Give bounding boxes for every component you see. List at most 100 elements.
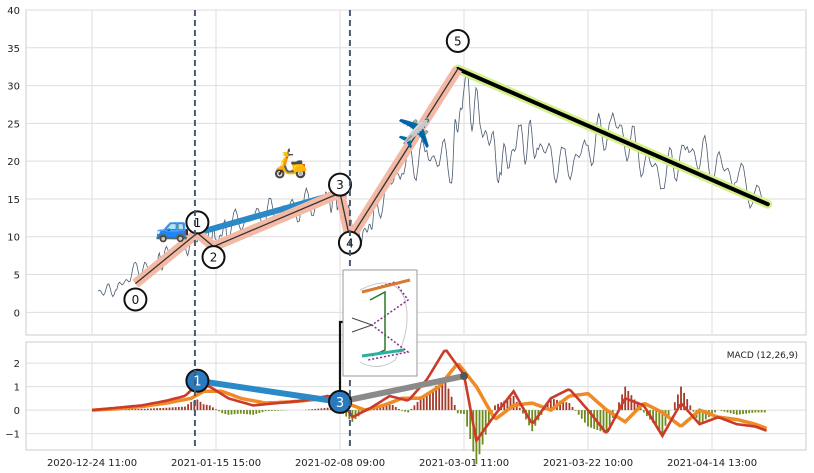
macd-histogram-bar [143,408,146,411]
macd-histogram-bar [503,400,506,411]
inset-connector [338,320,343,392]
macd-histogram-bar [171,407,174,411]
macd-histogram-bar [227,410,230,415]
x-tick-label: 2021-03-01 11:00 [419,458,509,469]
macd-histogram-bar [407,410,410,413]
macd-histogram-bar [432,388,434,411]
macd-histogram-bar [388,403,391,411]
macd-histogram-bar [748,410,751,414]
macd-y-tick-label: −1 [5,430,20,441]
macd-histogram-bar [450,396,453,411]
macd-histogram-bar [345,410,348,417]
price-y-tick-label: 40 [7,6,20,17]
macd-histogram-bar [608,410,611,426]
macd-histogram-bar [453,405,456,411]
macd-histogram-bar [394,406,397,411]
macd-histogram-bar [184,406,186,411]
macd-histogram-bar [686,399,689,411]
macd-panel: −1 0 1 2 2020-12-24 11:00 2021-01-15 15:00 202… [5,341,807,469]
macd-y-tick-label: 1 [14,383,20,394]
macd-histogram-bar [131,408,134,411]
macd-histogram-bar [667,410,670,418]
macd-histogram-bar [478,410,481,455]
macd-histogram-bar [664,410,667,426]
macd-histogram-bar [630,395,633,411]
macd-histogram-bar [689,405,692,411]
macd-histogram-bar [212,407,214,411]
macd-histogram-bar [633,399,636,411]
wave-label-circle [328,172,352,197]
wave-label: 5 [454,34,462,48]
macd-histogram-bar [410,408,413,411]
macd-histogram-bar [642,410,645,413]
macd-histogram-bar [559,400,561,411]
macd-histogram-bar [230,410,233,415]
price-y-tick-label: 20 [7,157,20,168]
macd-histogram-bar [562,401,565,411]
x-tick-label: 2021-04-14 13:00 [667,458,757,469]
macd-pivot-link [194,377,343,405]
macd-histogram-bar [599,410,602,432]
macd-histogram-bar [317,408,320,411]
macd-histogram-bar [308,409,310,411]
macd-histogram-bar [208,405,211,411]
macd-histogram-bar [246,410,248,415]
macd-histogram-bar [419,398,422,411]
macd-pivot-label: 3 [336,396,344,411]
macd-histogram-bar [658,410,661,431]
macd-histogram-bar [267,410,270,412]
macd-histogram-bar [574,410,577,411]
macd-histogram-bar [277,410,279,411]
macd-histogram-bar [215,409,217,411]
macd-histogram-bar [605,410,608,434]
macd-histogram-bar [447,388,450,411]
emoji-mark: 🚙 [155,211,190,244]
macd-histogram-bar [187,404,189,411]
wave-label: 3 [336,178,344,192]
macd-histogram-bar [159,408,162,411]
macd-histogram-bar [326,407,329,411]
macd-histogram-bar [553,399,555,411]
price-y-tick-label: 10 [7,233,20,244]
macd-histogram-bar [391,405,394,411]
macd-histogram-bar [714,410,716,413]
macd-pivot-circle [185,368,210,393]
macd-histogram-bar [531,410,534,432]
macd-histogram-bar [258,410,261,414]
macd-histogram-bar [745,410,747,414]
price-y-tick-label: 30 [7,82,20,93]
macd-histogram-bar [205,404,208,411]
macd-pivot-link [337,373,467,405]
macd-histogram-bar [401,410,403,411]
macd-histogram-bar [580,410,583,419]
macd-pivot-label: 1 [193,375,201,390]
macd-histogram-bar [751,410,754,413]
macd-signal-line [91,362,768,431]
macd-histogram-bar [323,408,326,411]
macd-histogram-bar [177,406,180,411]
wave-label-circle [445,28,470,53]
macd-histogram-bar [512,396,515,411]
macd-histogram-bar [704,410,707,420]
macd-histogram-bar [264,410,267,412]
macd-histogram-bar [150,408,152,411]
macd-histogram-bar [425,395,428,411]
macd-histogram-bar [720,410,723,411]
macd-histogram-bar [128,408,131,411]
x-tick-label: 2021-01-15 15:00 [171,458,261,469]
macd-histogram-bar [320,408,323,411]
macd-histogram-bar [729,410,732,414]
macd-histogram-bar [199,401,202,411]
macd-histogram-bar [444,380,447,411]
macd-histogram-bar [760,410,763,413]
macd-histogram-bar [543,409,546,411]
macd-histogram-bar [429,392,431,411]
wave-label-circle [185,210,210,235]
x-tick-label: 2021-02-08 09:00 [295,458,385,469]
macd-histogram-bar [726,410,729,413]
macd-histogram-bar [677,394,679,411]
macd-histogram-bar [571,406,574,411]
macd-histogram-bar [255,410,258,414]
macd-histogram-bar [174,407,177,411]
macd-histogram-bar [233,410,236,415]
